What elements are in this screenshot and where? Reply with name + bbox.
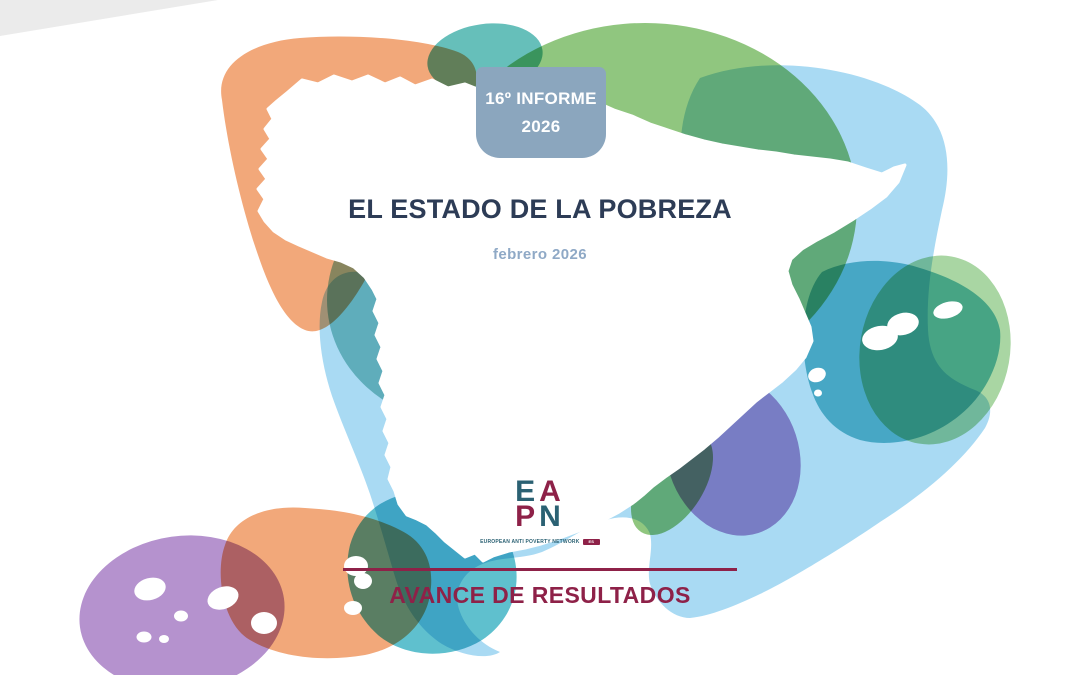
eapn-logo: EA PN	[0, 477, 1080, 532]
canary-islands	[134, 556, 372, 643]
eapn-letter-e: E	[515, 475, 540, 508]
island	[862, 325, 898, 351]
island	[159, 635, 169, 643]
balearic-islands	[808, 301, 963, 397]
island	[344, 556, 368, 576]
eapn-letter-p: P	[515, 500, 540, 534]
report-edition-badge: 16º INFORME 2026	[476, 67, 606, 158]
island	[207, 586, 239, 610]
island	[808, 367, 826, 383]
island	[134, 577, 166, 601]
badge-line1: 16º INFORME	[485, 89, 597, 109]
island	[354, 573, 372, 589]
corner-wedge	[0, 0, 218, 36]
eapn-logo-row1: EA	[0, 477, 1080, 507]
eapn-letter-a: A	[539, 475, 565, 508]
eapn-letter-n: N	[539, 500, 565, 534]
island	[251, 612, 277, 634]
island	[933, 301, 963, 319]
island	[136, 631, 152, 643]
island	[174, 610, 188, 622]
results-label: AVANCE DE RESULTADOS	[389, 582, 691, 608]
island	[344, 601, 362, 615]
page-title: EL ESTADO DE LA POBREZA	[348, 194, 732, 224]
eapn-country-chip: ES	[582, 539, 600, 545]
page-subtitle: febrero 2026	[492, 246, 588, 263]
island	[887, 312, 919, 336]
eapn-caption-text: EUROPEAN ANTI POVERTY NETWORK	[480, 539, 580, 545]
eapn-caption: EUROPEAN ANTI POVERTY NETWORK ES	[0, 539, 1080, 545]
divider-line	[343, 568, 737, 571]
badge-line2: 2026	[521, 116, 561, 136]
eapn-logo-row2: PN	[0, 502, 1080, 532]
island	[814, 389, 822, 397]
spain-map	[256, 74, 907, 563]
